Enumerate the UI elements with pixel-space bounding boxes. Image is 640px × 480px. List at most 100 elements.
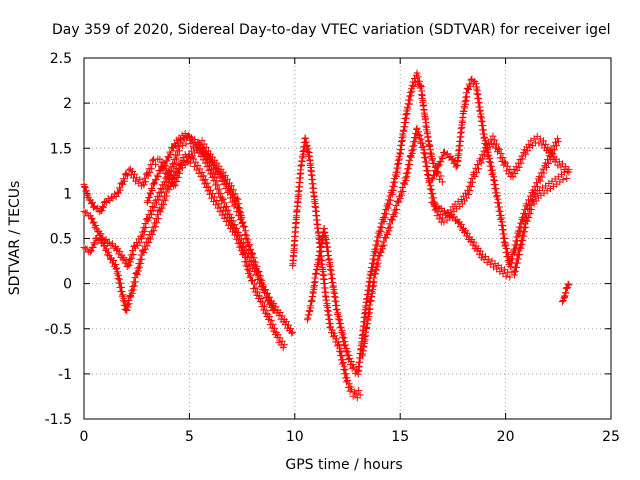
data-point <box>150 179 158 187</box>
data-point <box>140 181 148 189</box>
data-point <box>130 282 138 290</box>
data-point <box>499 222 507 230</box>
data-point <box>145 193 153 201</box>
data-point <box>113 246 121 254</box>
data-point <box>527 196 535 204</box>
data-point <box>325 311 333 319</box>
data-point <box>148 165 156 173</box>
data-point <box>402 114 410 122</box>
data-point <box>534 183 542 191</box>
data-point <box>82 187 90 195</box>
data-point <box>473 83 481 91</box>
data-point <box>515 231 523 239</box>
data-point <box>174 139 182 147</box>
data-point <box>476 106 484 114</box>
data-point <box>417 83 425 91</box>
data-point <box>94 236 102 244</box>
data-point <box>348 364 356 372</box>
data-point <box>480 126 488 134</box>
data-point <box>133 174 141 182</box>
data-point <box>479 122 487 130</box>
data-point <box>511 271 519 279</box>
data-point <box>140 248 148 256</box>
data-point <box>521 210 529 218</box>
data-point <box>153 219 161 227</box>
data-point <box>404 169 412 177</box>
data-point <box>490 173 498 181</box>
data-point <box>142 245 150 253</box>
data-point <box>224 206 232 214</box>
data-point <box>415 77 423 85</box>
data-point <box>388 191 396 199</box>
data-point <box>494 195 502 203</box>
data-point <box>542 140 550 148</box>
data-point <box>520 232 528 240</box>
data-point <box>373 263 381 271</box>
data-point <box>562 163 570 171</box>
data-point <box>344 348 352 356</box>
data-point <box>332 297 340 305</box>
chart-title: Day 359 of 2020, Sidereal Day-to-day VTE… <box>52 22 611 38</box>
data-point <box>345 351 353 359</box>
data-point <box>544 159 552 167</box>
data-point <box>123 307 131 315</box>
data-point <box>163 178 171 186</box>
data-point <box>167 150 175 158</box>
data-point <box>489 169 497 177</box>
data-point <box>338 352 346 360</box>
data-point <box>486 155 494 163</box>
data-point <box>175 161 183 169</box>
data-point <box>173 164 181 172</box>
data-point <box>470 238 478 246</box>
data-point <box>543 164 551 172</box>
data-point <box>235 200 243 208</box>
data-point <box>300 146 308 154</box>
data-point <box>382 234 390 242</box>
data-point <box>497 264 505 272</box>
data-point <box>515 250 523 258</box>
data-point <box>416 131 424 139</box>
data-point <box>457 133 465 141</box>
data-point <box>385 200 393 208</box>
data-point <box>565 281 573 289</box>
data-point <box>374 237 382 245</box>
data-point <box>495 199 503 207</box>
data-point <box>245 241 253 249</box>
data-point <box>235 208 243 216</box>
data-point <box>233 224 241 232</box>
data-point <box>89 243 97 251</box>
data-point <box>356 391 364 399</box>
data-point <box>342 370 350 378</box>
y-tick-label: -1 <box>58 367 72 383</box>
data-point <box>336 344 344 352</box>
data-point <box>176 135 184 143</box>
data-point <box>129 286 137 294</box>
data-point <box>109 194 117 202</box>
data-point <box>91 240 99 248</box>
data-point <box>266 313 274 321</box>
data-point <box>406 96 414 104</box>
data-point <box>456 142 464 150</box>
data-point <box>346 354 354 362</box>
data-point <box>467 182 475 190</box>
data-point <box>335 341 343 349</box>
data-point <box>380 241 388 249</box>
data-point <box>477 159 485 167</box>
data-point <box>339 330 347 338</box>
data-point <box>261 285 269 293</box>
data-point <box>501 234 509 242</box>
data-point <box>275 311 283 319</box>
data-point <box>255 271 263 279</box>
data-point <box>456 137 464 145</box>
data-point <box>410 82 418 90</box>
data-point <box>428 198 436 206</box>
data-point <box>429 190 437 198</box>
data-point <box>328 326 336 334</box>
data-point <box>171 140 179 148</box>
x-tick-label: 20 <box>497 429 515 445</box>
data-point <box>378 223 386 231</box>
data-point <box>512 263 520 271</box>
y-tick-label: 0.5 <box>50 232 72 248</box>
data-point <box>232 200 240 208</box>
data-point <box>242 227 250 235</box>
